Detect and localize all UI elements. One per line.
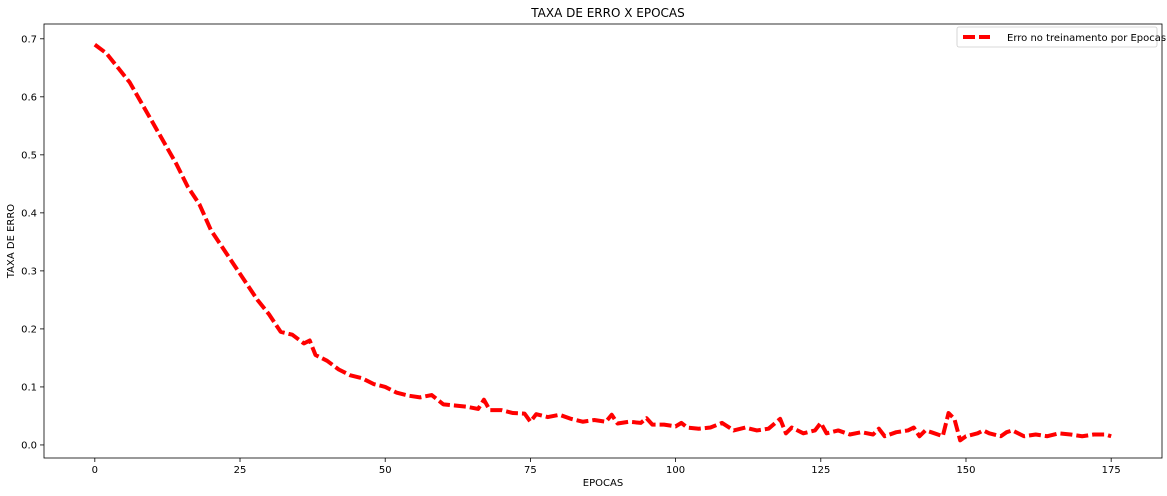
x-tick-label: 175: [1102, 465, 1121, 476]
x-tick-label: 125: [811, 465, 830, 476]
x-tick-label: 50: [379, 465, 392, 476]
y-tick-label: 0.6: [21, 92, 37, 103]
y-tick-label: 0.1: [21, 382, 37, 393]
legend: Erro no treinamento por Epocas: [956, 26, 1166, 48]
y-tick-label: 0.2: [21, 324, 37, 335]
series-line: [93, 42, 1112, 443]
legend-label: Erro no treinamento por Epocas: [1007, 33, 1166, 44]
x-axis-label: EPOCAS: [583, 478, 623, 489]
legend-box: [956, 26, 1158, 48]
y-tick-label: 0.5: [21, 150, 37, 161]
x-tick-label: 75: [524, 465, 537, 476]
x-tick-label: 0: [92, 465, 98, 476]
y-axis-label: TAXA DE ERRO: [6, 204, 17, 279]
plot-frame: [43, 23, 1163, 459]
y-tick-label: 0.3: [21, 266, 37, 277]
y-tick-label: 0.7: [21, 34, 37, 45]
x-tick-label: 100: [666, 465, 685, 476]
x-tick-label: 25: [234, 465, 247, 476]
y-tick-label: 0.4: [21, 208, 37, 219]
x-tick-label: 150: [956, 465, 975, 476]
y-tick-label: 0.0: [21, 440, 37, 451]
chart-title: TAXA DE ERRO X EPOCAS: [530, 6, 685, 20]
